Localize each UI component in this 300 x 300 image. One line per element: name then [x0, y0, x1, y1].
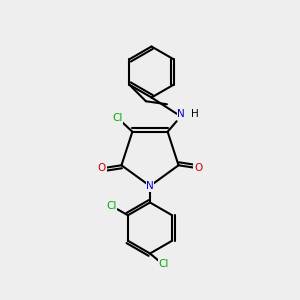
- Text: O: O: [98, 163, 106, 173]
- Text: Cl: Cl: [158, 259, 169, 269]
- Text: Cl: Cl: [106, 201, 117, 211]
- Text: H: H: [191, 109, 199, 119]
- Text: N: N: [177, 109, 185, 119]
- Text: N: N: [146, 181, 154, 191]
- Text: Cl: Cl: [112, 113, 123, 123]
- Text: O: O: [194, 163, 202, 173]
